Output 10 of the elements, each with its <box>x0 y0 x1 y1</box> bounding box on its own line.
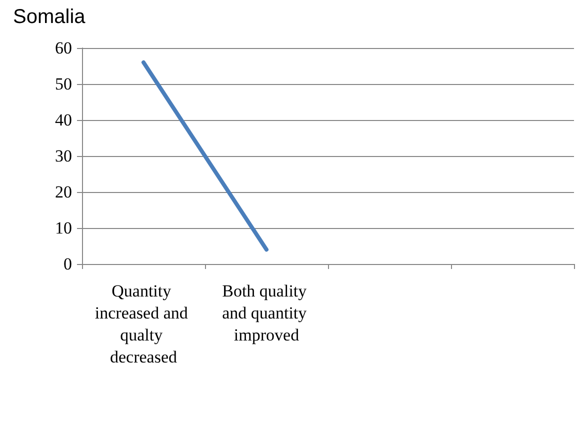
chart-title: Somalia <box>13 6 86 28</box>
y-tick-label: 0 <box>64 254 72 274</box>
y-tick-label: 20 <box>55 182 72 202</box>
x-tick-label: Quantity increased and qualty decreased <box>94 282 192 366</box>
y-tick-label: 60 <box>55 38 72 58</box>
y-tick-label: 30 <box>55 146 72 166</box>
y-tick-label: 50 <box>55 74 72 94</box>
x-tick-label: Both quality and quantity improved <box>222 282 311 344</box>
y-tick-label: 10 <box>55 218 72 238</box>
y-tick-label: 40 <box>55 110 72 130</box>
